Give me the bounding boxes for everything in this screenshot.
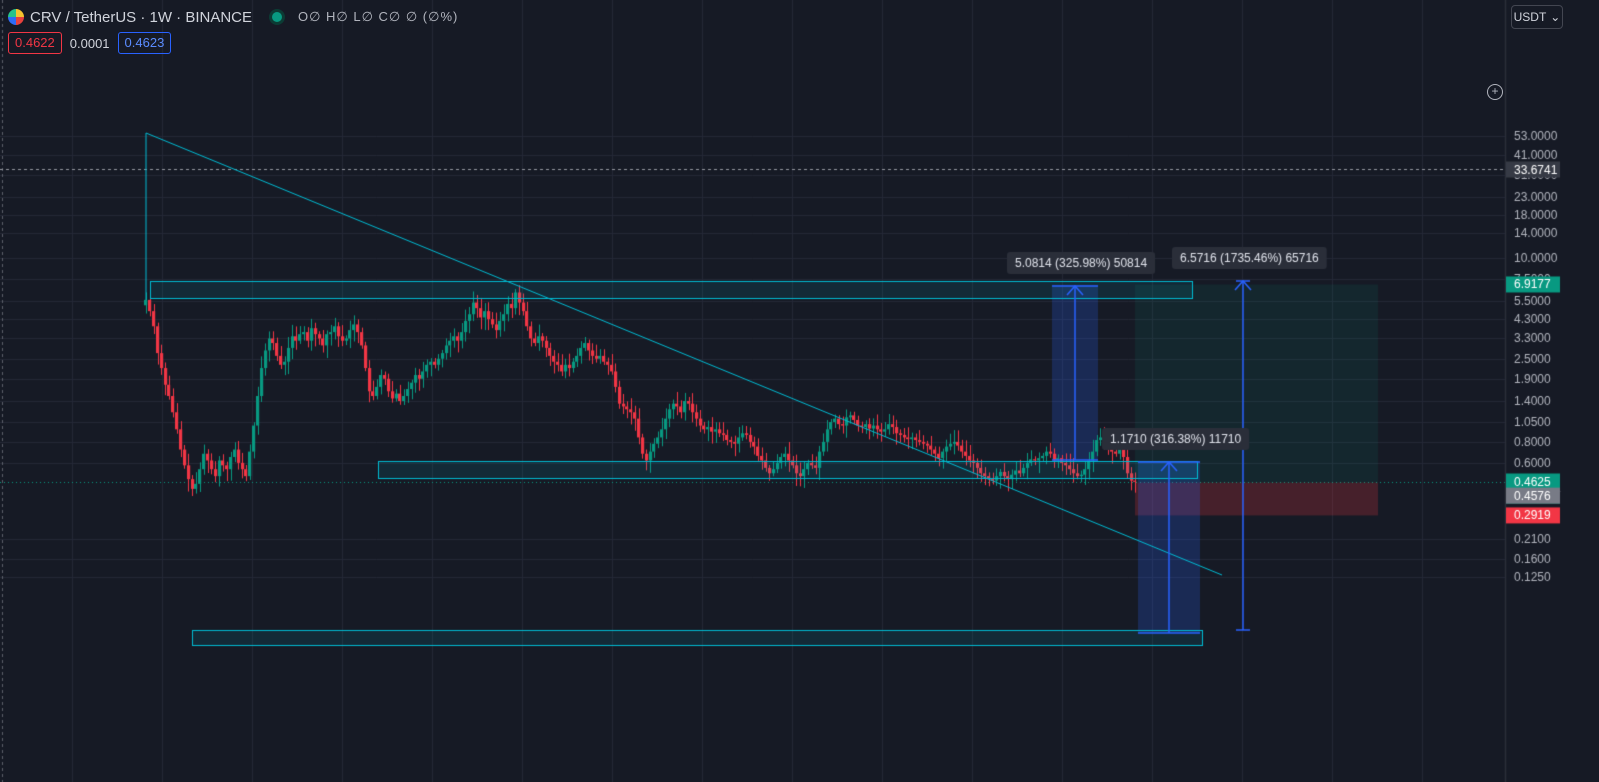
market-status-icon xyxy=(272,12,282,22)
currency-select[interactable]: USDT ⌄ xyxy=(1511,5,1563,29)
ask-button[interactable]: 0.4623 xyxy=(117,32,172,54)
spread-value: 0.0001 xyxy=(69,35,110,51)
crv-logo-icon xyxy=(8,9,24,25)
ohlc-values: O∅ H∅ L∅ C∅ ∅ (∅%) xyxy=(298,9,459,24)
symbol-title[interactable]: CRV / TetherUS · 1W · BINANCE xyxy=(30,8,252,26)
bid-button[interactable]: 0.4622 xyxy=(8,32,62,54)
currency-label: USDT xyxy=(1513,10,1547,24)
add-alert-plus-icon[interactable]: + xyxy=(1487,84,1503,100)
symbol-header: CRV / TetherUS · 1W · BINANCE O∅ H∅ L∅ C… xyxy=(8,6,458,28)
chevron-down-icon: ⌄ xyxy=(1550,10,1561,24)
bid-ask-row: 0.4622 0.0001 0.4623 xyxy=(8,32,172,54)
